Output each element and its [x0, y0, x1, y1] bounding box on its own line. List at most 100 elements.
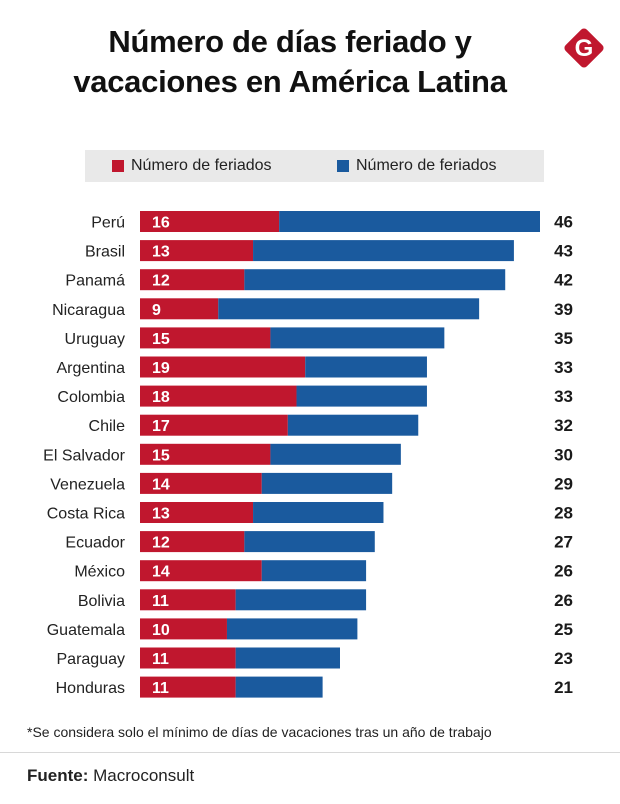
feriados-value-label-bolivia: 11: [152, 593, 169, 610]
bar-chart-svg: Perú 16 46 Brasil 13 43 Panamá 12 42 Nicaragua 9 39…: [43, 211, 573, 698]
category-label-ecuador: Ecuador: [65, 535, 125, 552]
total-value-label-paraguay: 23: [554, 649, 573, 668]
category-label-el-salvador: El Salvador: [43, 447, 125, 464]
category-label-brasil: Brasil: [85, 244, 125, 261]
bar-feriados-el-salvador: [140, 443, 271, 465]
bar-feriados-chile: [140, 414, 288, 436]
bar-feriados-colombia: [140, 385, 297, 407]
bar-chart: Perú 16 46 Brasil 13 43 Panamá 12 42 Nicaragua 9 39…: [0, 200, 620, 710]
legend-label-vacaciones: Número de feriados: [356, 157, 497, 174]
source-value: Macroconsult: [88, 766, 195, 785]
feriados-value-label-paraguay: 11: [152, 651, 169, 668]
bar-feriados-guatemala: [140, 618, 227, 640]
feriados-value-label-uruguay: 15: [152, 331, 170, 348]
total-value-label-panama: 42: [554, 271, 573, 290]
bar-feriados-venezuela: [140, 472, 262, 494]
feriados-value-label-guatemala: 10: [152, 622, 170, 639]
bar-feriados-uruguay: [140, 327, 271, 349]
bar-vacaciones-panama: [244, 269, 506, 291]
category-label-peru: Perú: [91, 215, 125, 232]
feriados-value-label-el-salvador: 15: [152, 447, 170, 464]
feriados-value-label-chile: 17: [152, 418, 170, 435]
bar-feriados-argentina: [140, 356, 306, 378]
total-value-label-venezuela: 29: [554, 474, 573, 493]
source-line: Fuente: Macroconsult: [27, 766, 194, 786]
category-label-guatemala: Guatemala: [47, 622, 125, 639]
bar-feriados-nicaragua: [140, 298, 219, 320]
total-value-label-uruguay: 35: [554, 329, 573, 348]
bar-vacaciones-uruguay: [270, 327, 445, 349]
feriados-value-label-ecuador: 12: [152, 535, 170, 552]
bar-vacaciones-brasil: [253, 240, 514, 262]
bar-feriados-peru: [140, 211, 280, 232]
feriados-value-label-panama: 12: [152, 273, 170, 290]
total-value-label-ecuador: 27: [554, 533, 573, 552]
bar-vacaciones-nicaragua: [218, 298, 480, 320]
category-label-nicaragua: Nicaragua: [52, 302, 125, 319]
feriados-value-label-venezuela: 14: [152, 476, 170, 493]
bar-vacaciones-costa-rica: [253, 502, 384, 523]
total-value-label-el-salvador: 30: [554, 445, 573, 464]
bar-vacaciones-argentina: [305, 356, 427, 378]
category-label-costa-rica: Costa Rica: [47, 506, 125, 523]
total-value-label-colombia: 33: [554, 387, 573, 406]
total-value-label-chile: 32: [554, 416, 573, 435]
bar-feriados-ecuador: [140, 531, 245, 553]
bar-vacaciones-bolivia: [235, 589, 367, 611]
bar-vacaciones-ecuador: [244, 531, 375, 553]
total-value-label-peru: 46: [554, 213, 573, 232]
category-label-uruguay: Uruguay: [65, 331, 125, 348]
bar-vacaciones-el-salvador: [270, 443, 401, 465]
bar-feriados-paraguay: [140, 647, 236, 669]
feriados-value-label-nicaragua: 9: [152, 302, 161, 319]
feriados-value-label-colombia: 18: [152, 389, 170, 406]
legend-swatch-blue: [337, 160, 349, 172]
legend-swatch-red: [112, 160, 124, 172]
total-value-label-brasil: 43: [554, 242, 573, 261]
bar-vacaciones-mexico: [261, 560, 367, 582]
legend-label-feriados: Número de feriados: [131, 157, 272, 174]
bar-vacaciones-honduras: [235, 676, 323, 698]
category-label-chile: Chile: [89, 418, 126, 435]
bar-vacaciones-colombia: [296, 385, 427, 407]
total-value-label-guatemala: 25: [554, 620, 573, 639]
title-line-2: vacaciones en América Latina: [73, 64, 507, 99]
total-value-label-mexico: 26: [554, 562, 573, 581]
bar-feriados-bolivia: [140, 589, 236, 611]
feriados-value-label-honduras: 11: [152, 680, 169, 697]
title-line-1: Número de días feriado y: [108, 24, 472, 59]
divider: [0, 752, 620, 753]
bar-feriados-brasil: [140, 240, 254, 262]
feriados-value-label-brasil: 13: [152, 244, 170, 261]
bar-feriados-costa-rica: [140, 502, 254, 523]
legend: Número de feriados Número de feriados: [85, 150, 544, 182]
category-label-honduras: Honduras: [56, 680, 125, 697]
feriados-value-label-peru: 16: [152, 215, 170, 232]
category-label-colombia: Colombia: [57, 389, 125, 406]
bar-vacaciones-venezuela: [261, 472, 393, 494]
bar-feriados-mexico: [140, 560, 262, 582]
gestion-logo-icon: G: [564, 28, 604, 68]
bar-feriados-honduras: [140, 676, 236, 698]
legend-item-feriados: Número de feriados: [112, 150, 272, 182]
logo-letter: G: [575, 35, 594, 62]
total-value-label-nicaragua: 39: [554, 300, 573, 319]
total-value-label-honduras: 21: [554, 678, 573, 697]
footnote: *Se considera solo el mínimo de días de …: [27, 724, 492, 740]
category-label-panama: Panamá: [65, 273, 125, 290]
feriados-value-label-mexico: 14: [152, 564, 170, 581]
total-value-label-bolivia: 26: [554, 591, 573, 610]
category-label-paraguay: Paraguay: [57, 651, 126, 668]
bar-vacaciones-chile: [287, 414, 419, 436]
source-label: Fuente:: [27, 766, 89, 785]
category-label-bolivia: Bolivia: [78, 593, 125, 610]
chart-title: Número de días feriado y vacaciones en A…: [40, 22, 540, 102]
feriados-value-label-costa-rica: 13: [152, 506, 170, 523]
bar-vacaciones-paraguay: [235, 647, 340, 669]
category-label-mexico: México: [74, 564, 125, 581]
total-value-label-costa-rica: 28: [554, 504, 573, 523]
legend-item-vacaciones: Número de feriados: [337, 150, 497, 182]
bar-vacaciones-guatemala: [226, 618, 358, 640]
category-label-venezuela: Venezuela: [50, 476, 125, 493]
bar-vacaciones-peru: [279, 211, 540, 232]
